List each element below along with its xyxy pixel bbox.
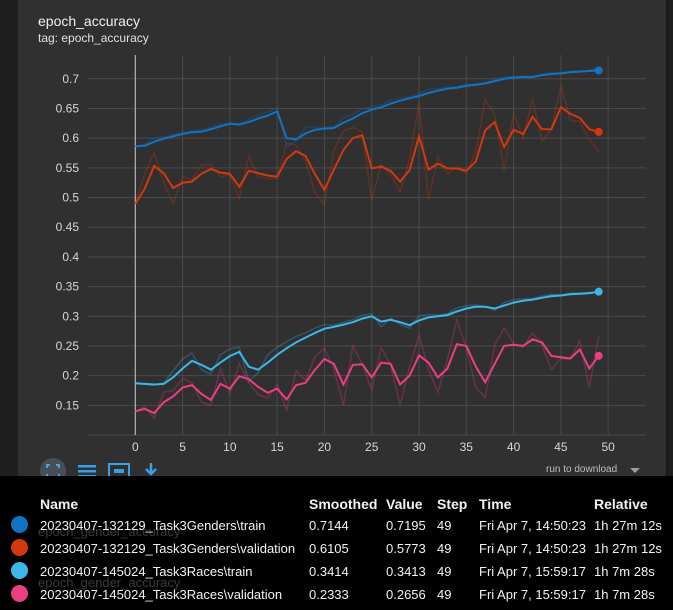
table-row[interactable]: 20230407-132129_Task3Genders\train 0.714…	[0, 514, 673, 537]
header-smoothed[interactable]: Smoothed	[309, 496, 378, 512]
header-relative[interactable]: Relative	[594, 496, 648, 512]
table-row[interactable]: 20230407-145024_Task3Races\validation 0.…	[0, 583, 673, 606]
run-step: 49	[437, 564, 452, 579]
header-step[interactable]: Step	[437, 496, 468, 512]
run-value: 0.5773	[386, 541, 426, 556]
series-end-point	[594, 351, 603, 360]
chevron-down-icon[interactable]	[630, 468, 640, 473]
run-step: 49	[437, 587, 452, 602]
y-tick-label: 0.35	[56, 280, 80, 294]
y-tick-label: 0.5	[62, 191, 79, 205]
series-smoothed-line	[135, 290, 599, 386]
chart-title: epoch_accuracy	[38, 13, 140, 29]
run-relative: 1h 7m 28s	[594, 587, 655, 602]
x-tick-label: 35	[460, 440, 474, 454]
x-tick-label: 5	[179, 440, 186, 454]
card-divider	[666, 0, 668, 480]
y-tick-label: 0.25	[56, 339, 80, 353]
run-data-table	[0, 476, 673, 610]
run-to-download-select[interactable]: run to download	[546, 464, 618, 475]
y-tick-label: 0.6	[62, 131, 79, 145]
y-tick-label: 0.2	[62, 369, 79, 383]
run-time: Fri Apr 7, 15:59:17	[479, 587, 586, 602]
run-color-dot	[11, 539, 28, 556]
series-raw-line	[135, 290, 599, 386]
ghost-card-title: epoch_gender_accuracy	[38, 575, 181, 590]
run-smoothed: 0.2333	[309, 587, 349, 602]
run-step: 49	[437, 518, 452, 533]
ghost-card-title: epoch_gender_accuracy	[38, 524, 181, 539]
x-tick-label: 45	[554, 440, 568, 454]
x-tick-label: 10	[223, 440, 237, 454]
run-relative: 1h 27m 12s	[594, 541, 662, 556]
y-tick-label: 0.4	[62, 250, 79, 264]
run-name: 20230407-145024_Task3Races\validation	[40, 587, 283, 602]
header-time[interactable]: Time	[479, 496, 512, 512]
run-name: 20230407-132129_Task3Genders\validation	[40, 541, 296, 556]
run-smoothed: 0.3414	[309, 564, 349, 579]
series-raw-line	[134, 85, 600, 207]
series-smoothed-line	[135, 69, 599, 148]
series-raw-line	[134, 317, 600, 420]
y-tick-label: 0.55	[56, 161, 80, 175]
run-time: Fri Apr 7, 14:50:23	[479, 541, 586, 556]
run-name: 20230407-132129_Task3Genders\train	[40, 518, 266, 533]
x-tick-label: 15	[270, 440, 284, 454]
x-tick-label: 40	[507, 440, 521, 454]
x-tick-label: 0	[132, 440, 139, 454]
run-smoothed: 0.7144	[309, 518, 349, 533]
line-chart[interactable]: 0 5 10 15 20 25 30 35 40 45 50 0.15 0.2 0.25 0.3 0.35 0.…	[0, 0, 673, 480]
scalar-chart-card	[18, 0, 666, 480]
run-value: 0.3413	[386, 564, 426, 579]
chart-tag: tag: epoch_accuracy	[38, 31, 149, 45]
table-row[interactable]: 20230407-132129_Task3Genders\validation …	[0, 537, 673, 560]
series-end-point	[594, 287, 603, 296]
y-tick-label: 0.65	[56, 101, 80, 115]
y-tick-label: 0.7	[62, 72, 79, 86]
series-end-point	[594, 127, 603, 136]
run-color-dot	[11, 516, 28, 533]
x-tick-label: 50	[601, 440, 615, 454]
run-color-dot	[11, 562, 28, 579]
y-tick-label: 0.45	[56, 220, 80, 234]
y-tick-label: 0.3	[62, 309, 79, 323]
run-relative: 1h 27m 12s	[594, 518, 662, 533]
series-smoothed-line	[134, 105, 599, 205]
y-tick-label: 0.15	[56, 398, 80, 412]
run-relative: 1h 7m 28s	[594, 564, 655, 579]
x-tick-label: 25	[365, 440, 379, 454]
run-time: Fri Apr 7, 15:59:17	[479, 564, 586, 579]
header-name[interactable]: Name	[40, 496, 79, 512]
x-tick-label: 30	[412, 440, 426, 454]
run-step: 49	[437, 541, 452, 556]
run-time: Fri Apr 7, 14:50:23	[479, 518, 586, 533]
series-smoothed-line	[135, 338, 600, 415]
header-value[interactable]: Value	[386, 496, 423, 512]
run-value: 0.2656	[386, 587, 426, 602]
run-name: 20230407-145024_Task3Races\train	[40, 564, 253, 579]
run-smoothed: 0.6105	[309, 541, 349, 556]
series-end-point	[594, 66, 603, 75]
x-tick-label: 20	[318, 440, 332, 454]
run-value: 0.7195	[386, 518, 426, 533]
table-row[interactable]: 20230407-145024_Task3Races\train 0.3414 …	[0, 560, 673, 583]
run-color-dot	[11, 585, 28, 602]
